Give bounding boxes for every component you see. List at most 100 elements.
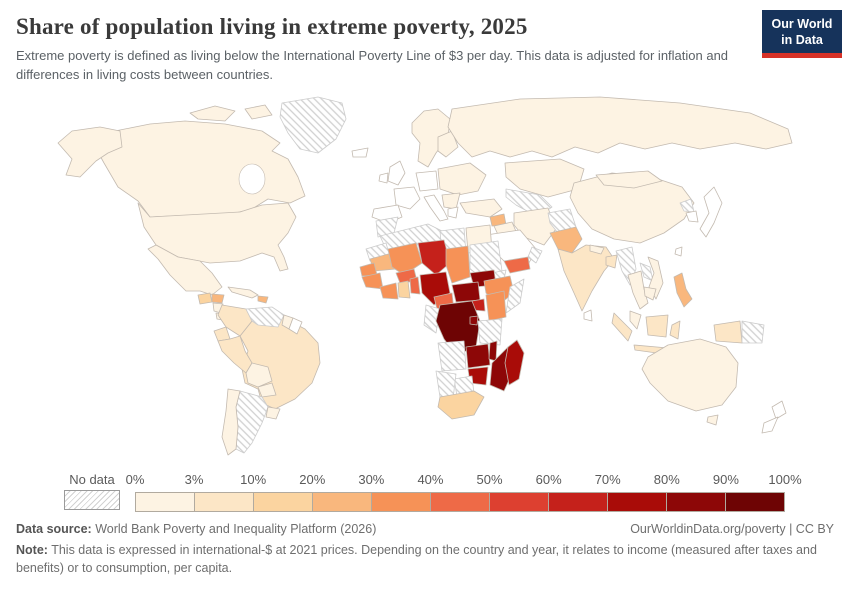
country-angola[interactable]	[437, 340, 467, 372]
legend-bin-swatch[interactable]	[312, 492, 371, 511]
legend-bin-swatch[interactable]	[548, 492, 607, 511]
country-suriname[interactable]	[288, 317, 303, 335]
country-uk[interactable]	[387, 160, 406, 186]
country-south-africa[interactable]	[437, 390, 485, 420]
owid-logo[interactable]: Our World in Data	[762, 10, 842, 59]
legend-bin-swatch[interactable]	[489, 492, 548, 511]
data-source-line: Data source: World Bank Poverty and Ineq…	[16, 522, 376, 536]
legend-tick-label: 100%	[768, 471, 802, 487]
country-thailand[interactable]	[627, 270, 649, 310]
country-new-zealand[interactable]	[761, 416, 779, 434]
country-canada[interactable]	[92, 120, 306, 218]
country-australia[interactable]	[641, 338, 739, 412]
country-cambodia[interactable]	[643, 286, 657, 301]
legend-tick-label: 80%	[653, 471, 680, 487]
country-chad[interactable]	[445, 245, 471, 284]
country-zambia[interactable]	[465, 343, 491, 369]
country-niger[interactable]	[417, 239, 451, 276]
country-philippines[interactable]	[673, 272, 693, 308]
note-line: Note: This data is expressed in internat…	[16, 541, 834, 579]
country-nepal[interactable]	[589, 244, 605, 255]
country-argentina[interactable]	[235, 390, 269, 454]
country-central-europe[interactable]	[415, 170, 439, 192]
legend-tick-label: 90%	[712, 471, 739, 487]
country-tanzania[interactable]	[477, 318, 503, 346]
country-central-african-republic[interactable]	[451, 281, 481, 303]
country-iceland[interactable]	[351, 147, 369, 158]
data-source-label: Data source:	[16, 521, 92, 536]
legend-bin-swatch[interactable]	[430, 492, 489, 511]
country-mexico[interactable]	[147, 244, 223, 296]
country-yemen[interactable]	[503, 256, 531, 274]
country-papua-new-guinea[interactable]	[741, 320, 765, 344]
country-ivory-coast[interactable]	[379, 282, 399, 300]
hudson-bay	[238, 163, 266, 194]
country-ecuador[interactable]	[213, 326, 231, 342]
country-balkans[interactable]	[441, 192, 461, 210]
country-pakistan[interactable]	[549, 226, 583, 254]
country-ireland[interactable]	[378, 172, 389, 184]
country-scandinavia[interactable]	[411, 108, 451, 168]
country-alaska[interactable]	[57, 126, 123, 178]
legend-bin-swatch[interactable]	[371, 492, 430, 511]
country-arctic-islands[interactable]	[244, 104, 273, 120]
country-india[interactable]	[557, 244, 615, 312]
country-chile[interactable]	[221, 388, 241, 456]
page-title: Share of population living in extreme po…	[16, 14, 528, 39]
country-tasmania[interactable]	[706, 414, 719, 426]
country-sumatra[interactable]	[611, 312, 633, 342]
no-data-label: No data	[69, 471, 115, 487]
country-malawi[interactable]	[488, 340, 498, 362]
country-kazakhstan[interactable]	[504, 158, 585, 198]
country-hispaniola[interactable]	[257, 295, 269, 304]
country-benin[interactable]	[409, 276, 421, 295]
country-bangladesh[interactable]	[605, 254, 618, 269]
country-arctic-islands[interactable]	[189, 105, 236, 122]
country-south-korea[interactable]	[685, 210, 699, 223]
country-greenland[interactable]	[279, 96, 347, 154]
country-italy[interactable]	[423, 194, 449, 222]
legend-bin-swatch[interactable]	[253, 492, 312, 511]
country-malaysia[interactable]	[629, 310, 642, 330]
country-new-zealand[interactable]	[771, 400, 787, 420]
country-turkey[interactable]	[459, 198, 503, 218]
country-russia[interactable]	[447, 96, 793, 158]
country-france[interactable]	[393, 186, 421, 210]
country-rwanda-burundi[interactable]	[469, 315, 479, 326]
country-venezuela[interactable]	[245, 306, 285, 328]
chart-footer: Data source: World Bank Poverty and Ineq…	[0, 516, 850, 579]
country-mali[interactable]	[387, 242, 423, 276]
map-legend: No data 0% 3% 10% 20% 30% 40% 50% 60% 70% 80% 90% 1…	[0, 472, 850, 516]
no-data-swatch[interactable]	[64, 489, 120, 510]
country-paraguay[interactable]	[257, 382, 277, 398]
country-kenya[interactable]	[485, 290, 507, 322]
country-oman[interactable]	[527, 246, 543, 264]
country-west-new-guinea[interactable]	[713, 320, 743, 344]
legend-tick-label: 70%	[594, 471, 621, 487]
country-japan[interactable]	[699, 186, 723, 238]
legend-bar-labels: 0% 3% 10% 20% 30% 40% 50% 60% 70% 80% 90% 100%	[126, 471, 802, 490]
country-cuba[interactable]	[227, 286, 259, 299]
country-sulawesi[interactable]	[669, 320, 681, 340]
country-mongolia[interactable]	[595, 170, 663, 189]
owid-link[interactable]: OurWorldinData.org/poverty | CC BY	[630, 521, 834, 536]
country-sri-lanka[interactable]	[583, 309, 593, 322]
legend-bin-swatch[interactable]	[136, 492, 194, 511]
country-guatemala[interactable]	[197, 292, 213, 305]
legend-bin-swatch[interactable]	[194, 492, 253, 511]
country-borneo[interactable]	[645, 314, 669, 338]
country-uruguay[interactable]	[265, 406, 281, 420]
country-congo-gabon[interactable]	[423, 304, 441, 334]
country-somalia[interactable]	[505, 278, 525, 314]
country-bolivia[interactable]	[245, 362, 273, 388]
country-ghana[interactable]	[397, 280, 411, 299]
country-eastern-europe[interactable]	[437, 162, 487, 196]
legend-bin-swatch[interactable]	[725, 492, 784, 511]
country-honduras[interactable]	[211, 293, 225, 304]
country-taiwan[interactable]	[674, 246, 683, 257]
country-madagascar[interactable]	[504, 339, 525, 386]
legend-bin-swatch[interactable]	[666, 492, 725, 511]
country-finland[interactable]	[437, 130, 459, 158]
legend-bin-swatch[interactable]	[607, 492, 666, 511]
country-greece[interactable]	[447, 206, 459, 219]
